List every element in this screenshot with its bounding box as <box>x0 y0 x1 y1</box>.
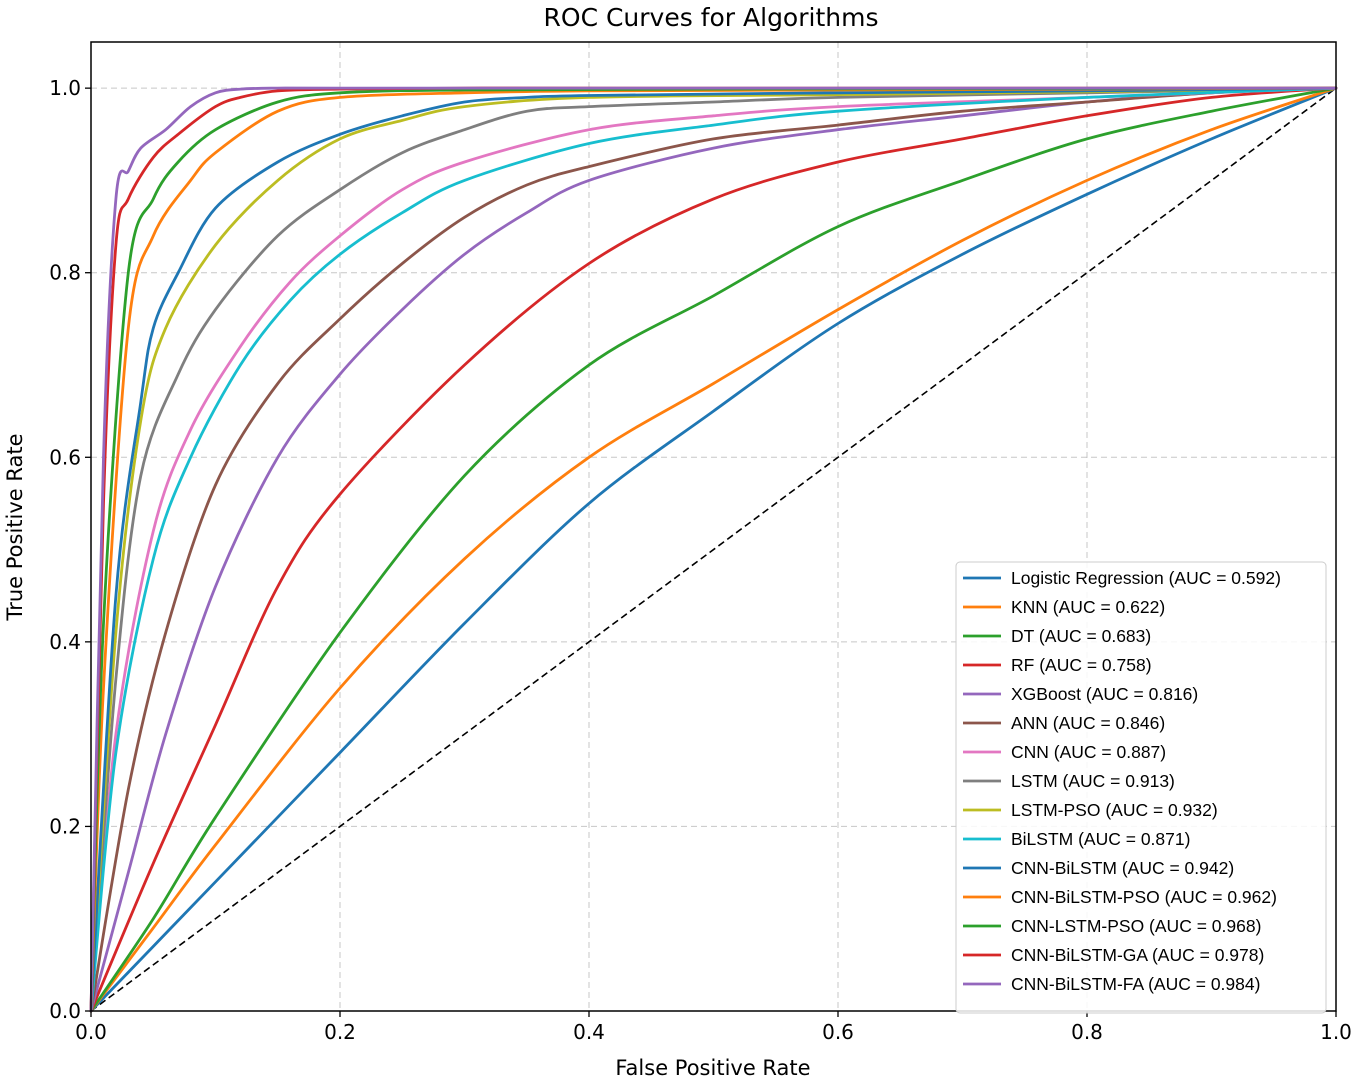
x-tick-label: 0.8 <box>1071 1020 1103 1044</box>
x-tick-label: 1.0 <box>1320 1020 1352 1044</box>
series-line-lstm <box>89 86 1338 1013</box>
series-line-logistic-regression <box>89 86 1338 1013</box>
legend-entry: CNN (AUC = 0.887) <box>1011 742 1166 762</box>
x-tick-label: 0.4 <box>573 1020 605 1044</box>
plot-frame <box>90 41 1337 1012</box>
series-line-bilstm <box>89 86 1338 1013</box>
x-axis-label: False Positive Rate <box>615 1056 810 1080</box>
legend-box <box>955 561 1327 1014</box>
legend-entry: KNN (AUC = 0.622) <box>1011 597 1165 617</box>
legend-entry: RF (AUC = 0.758) <box>1011 655 1152 675</box>
series-line-dt <box>89 86 1338 1013</box>
series-line-lstm-pso <box>89 86 1338 1013</box>
legend-entry: Logistic Regression (AUC = 0.592) <box>1011 568 1281 588</box>
legend: Logistic Regression (AUC = 0.592) KNN (AU… <box>955 561 1327 1014</box>
chance-diagonal-line <box>90 87 1337 1012</box>
legend-entry: LSTM (AUC = 0.913) <box>1011 771 1175 791</box>
legend-entry: CNN-BiLSTM-FA (AUC = 0.984) <box>1011 974 1260 994</box>
x-tick-label: 0.0 <box>75 1020 107 1044</box>
series-line-knn <box>89 86 1338 1013</box>
y-tick-label: 0.4 <box>49 630 81 654</box>
legend-entry: XGBoost (AUC = 0.816) <box>1011 684 1198 704</box>
y-tick-label: 0.8 <box>49 261 81 285</box>
series-line-cnn-bilstm-fa <box>89 86 1338 1013</box>
x-tick-label: 0.6 <box>822 1020 854 1044</box>
series-line-cnn-bilstm <box>89 86 1338 1013</box>
x-axis-ticks: 0.0 0.2 0.4 0.6 0.8 1.0 <box>75 1011 1352 1044</box>
series-line-ann <box>89 86 1338 1013</box>
y-axis-ticks: 0.0 0.2 0.4 0.6 0.8 1.0 <box>49 76 91 1023</box>
y-tick-label: 0.2 <box>49 814 81 838</box>
x-tick-label: 0.2 <box>324 1020 356 1044</box>
legend-entry: DT (AUC = 0.683) <box>1011 626 1151 646</box>
y-axis-label: True Positive Rate <box>3 433 27 621</box>
legend-entry: ANN (AUC = 0.846) <box>1011 713 1165 733</box>
legend-entry: CNN-BiLSTM-GA (AUC = 0.978) <box>1011 945 1264 965</box>
legend-entry: BiLSTM (AUC = 0.871) <box>1011 829 1190 849</box>
y-tick-label: 1.0 <box>49 76 81 100</box>
series-line-rf <box>89 86 1338 1013</box>
legend-entry: CNN-LSTM-PSO (AUC = 0.968) <box>1011 916 1261 936</box>
series-line-xgboost <box>89 86 1338 1013</box>
series-line-cnn <box>89 86 1338 1013</box>
series-layer <box>89 86 1338 1013</box>
legend-entry: LSTM-PSO (AUC = 0.932) <box>1011 800 1218 820</box>
legend-entry: CNN-BiLSTM (AUC = 0.942) <box>1011 858 1234 878</box>
legend-entry: CNN-BiLSTM-PSO (AUC = 0.962) <box>1011 887 1277 907</box>
chart-title: ROC Curves for Algorithms <box>544 3 879 32</box>
y-tick-label: 0.0 <box>49 999 81 1023</box>
y-tick-label: 0.6 <box>49 445 81 469</box>
